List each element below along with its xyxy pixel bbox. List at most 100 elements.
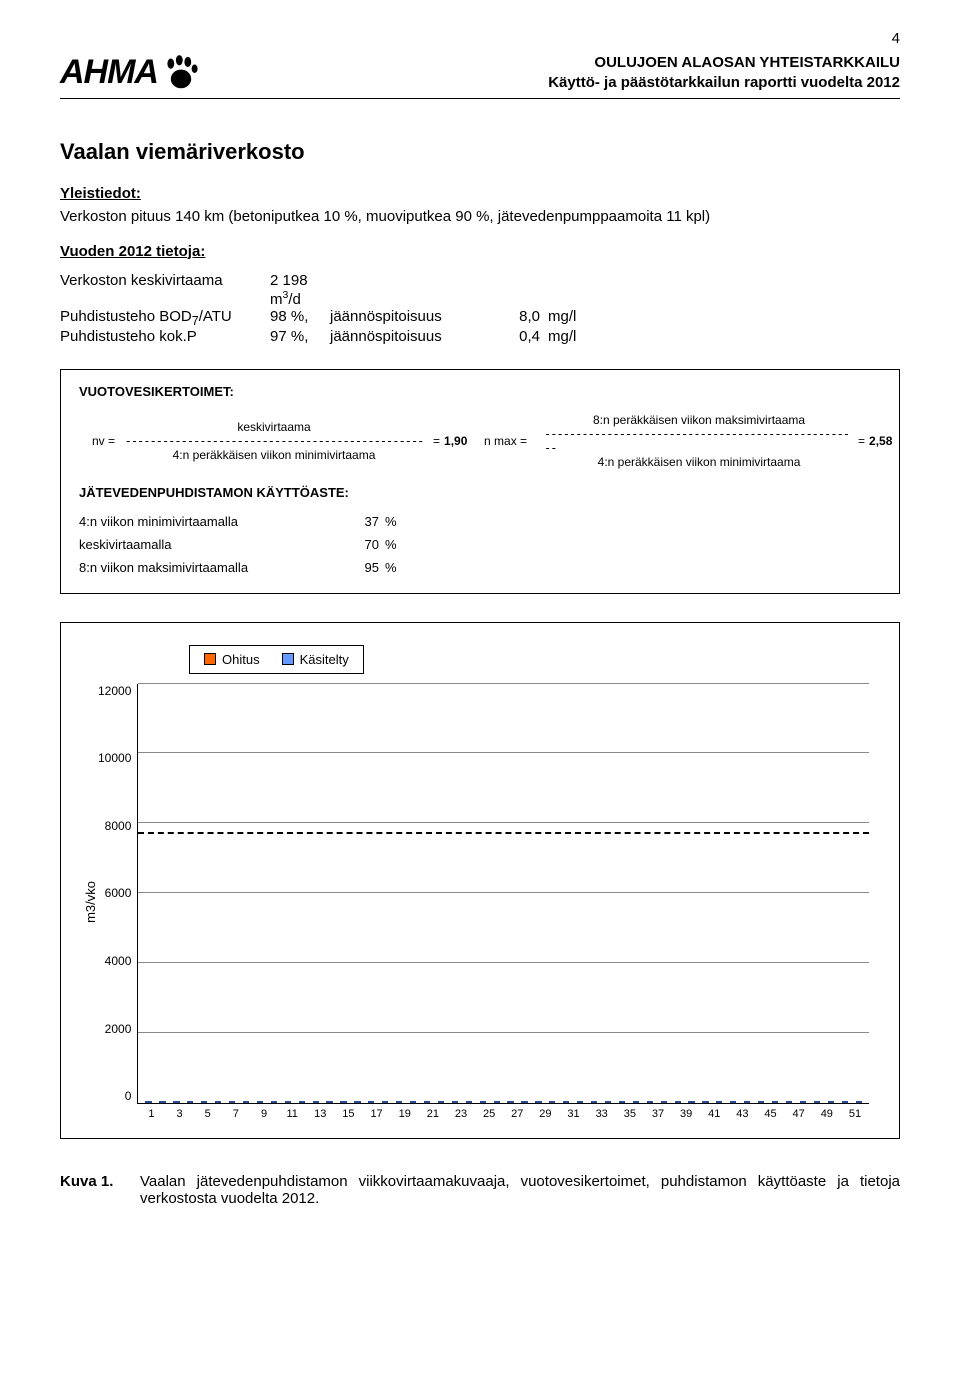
avg-line — [138, 832, 869, 834]
bar-slot — [184, 1101, 196, 1103]
y-tick: 10000 — [98, 751, 131, 765]
y-tick: 0 — [125, 1089, 132, 1103]
bar-slot — [838, 1101, 850, 1103]
page-header: AHMA OULUJOEN ALAOSAN YHTEISTARKKAILU Kä… — [60, 53, 900, 94]
x-tick: 39 — [672, 1108, 700, 1120]
bar — [494, 1101, 500, 1103]
gridline — [138, 1032, 869, 1033]
bar-slot — [504, 1101, 516, 1103]
bar — [243, 1101, 249, 1103]
bar — [633, 1101, 639, 1103]
x-tick: 3 — [166, 1108, 194, 1120]
bar-slot — [407, 1101, 419, 1103]
chart-legend: OhitusKäsitelty — [189, 645, 364, 674]
x-tick: 23 — [447, 1108, 475, 1120]
y-tick: 2000 — [105, 1022, 132, 1036]
nv-label: nv = — [79, 434, 119, 448]
y-tick: 8000 — [105, 819, 132, 833]
bar — [173, 1101, 179, 1103]
bar — [605, 1101, 611, 1103]
bar-slot — [699, 1101, 711, 1103]
header-line-2: Käyttö- ja päästötarkkailun raportti vuo… — [548, 73, 900, 93]
bar — [577, 1101, 583, 1103]
bar — [424, 1101, 430, 1103]
bar-slot — [852, 1101, 864, 1103]
bar-slot — [365, 1101, 377, 1103]
bar — [856, 1101, 862, 1103]
y-axis-ticks: 120001000080006000400020000 — [98, 684, 137, 1104]
yleistiedot-block: Yleistiedot: Verkoston pituus 140 km (be… — [60, 185, 900, 225]
bar-slot — [602, 1101, 614, 1103]
bar-slot — [741, 1101, 753, 1103]
bar-slot — [142, 1101, 154, 1103]
header-line-1: OULUJOEN ALAOSAN YHTEISTARKKAILU — [548, 53, 900, 73]
bar — [730, 1101, 736, 1103]
bar-slot — [797, 1101, 809, 1103]
bar-slot — [685, 1101, 697, 1103]
bar — [326, 1101, 332, 1103]
eq-2: = — [854, 434, 869, 448]
vuoden-block: Vuoden 2012 tietoja: Verkoston keskivirt… — [60, 243, 900, 345]
nv-val: 1,90 — [444, 434, 484, 448]
bar — [452, 1101, 458, 1103]
bar-slot — [727, 1101, 739, 1103]
bar — [285, 1101, 291, 1103]
legend-swatch — [282, 653, 294, 665]
plot-wrap: 1357911131517192123252729313335373941434… — [137, 684, 869, 1120]
bar — [271, 1101, 277, 1103]
header-titles: OULUJOEN ALAOSAN YHTEISTARKKAILU Käyttö-… — [548, 53, 900, 94]
x-tick: 7 — [222, 1108, 250, 1120]
bar-slot — [588, 1101, 600, 1103]
x-tick: 37 — [644, 1108, 672, 1120]
bar — [716, 1101, 722, 1103]
info-row: Puhdistusteho kok.P97 %,jäännöspitoisuus… — [60, 328, 900, 345]
nv-dashes: ----------------------------------------… — [125, 434, 424, 448]
bar — [661, 1101, 667, 1103]
x-tick: 1 — [137, 1108, 165, 1120]
bar — [466, 1101, 472, 1103]
bar — [535, 1101, 541, 1103]
bar — [521, 1101, 527, 1103]
bar-slot — [268, 1101, 280, 1103]
bar — [675, 1101, 681, 1103]
bar — [800, 1101, 806, 1103]
bar — [145, 1101, 151, 1103]
header-rule — [60, 98, 900, 99]
pct-row: 4:n viikon minimivirtaamalla37% — [79, 514, 881, 529]
bar — [758, 1101, 764, 1103]
bar-slot — [518, 1101, 530, 1103]
bar — [201, 1101, 207, 1103]
x-tick: 25 — [475, 1108, 503, 1120]
y-tick: 4000 — [105, 954, 132, 968]
gridline — [138, 962, 869, 963]
bar-slot — [657, 1101, 669, 1103]
bar-slot — [463, 1101, 475, 1103]
pct-rows: 4:n viikon minimivirtaamalla37%keskivirt… — [79, 514, 881, 575]
bar-slot — [212, 1101, 224, 1103]
caption-text: Vaalan jätevedenpuhdistamon viikkovirtaa… — [140, 1173, 900, 1207]
bar — [563, 1101, 569, 1103]
legend-label: Käsitelty — [300, 652, 349, 667]
coefficients-box: VUOTOVESIKERTOIMET: nv = keskivirtaama -… — [60, 369, 900, 594]
x-tick: 45 — [756, 1108, 784, 1120]
x-tick: 43 — [728, 1108, 756, 1120]
paw-icon — [164, 55, 198, 91]
x-tick: 19 — [391, 1108, 419, 1120]
bar — [215, 1101, 221, 1103]
bar-slot — [644, 1101, 656, 1103]
x-tick: 17 — [363, 1108, 391, 1120]
bar-slot — [574, 1101, 586, 1103]
chart-area: m3/vko 120001000080006000400020000 13579… — [79, 684, 869, 1120]
x-tick: 9 — [250, 1108, 278, 1120]
bar — [591, 1101, 597, 1103]
bar — [772, 1101, 778, 1103]
bar — [299, 1101, 305, 1103]
bar-slot — [477, 1101, 489, 1103]
bar-slot — [282, 1101, 294, 1103]
bar — [438, 1101, 444, 1103]
bar — [786, 1101, 792, 1103]
nmax-val: 2,58 — [869, 434, 909, 448]
bar — [647, 1101, 653, 1103]
bar — [187, 1101, 193, 1103]
page-number: 4 — [60, 30, 900, 47]
